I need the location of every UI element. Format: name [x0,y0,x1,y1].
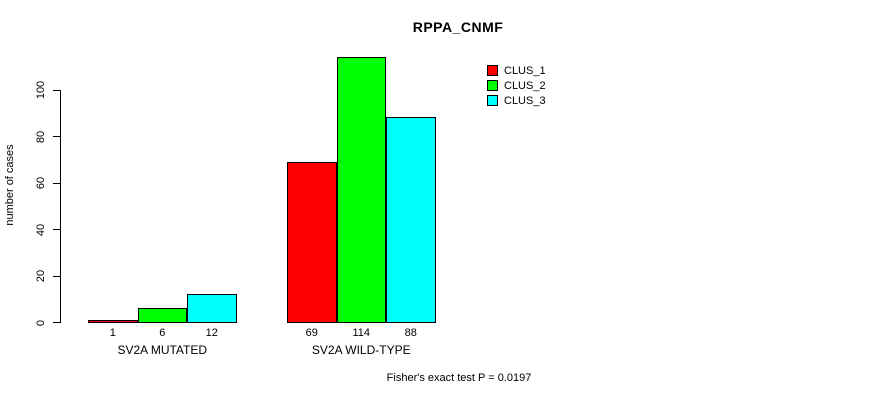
y-axis-tick [53,275,60,277]
legend-label: CLUS_1 [504,64,546,77]
category-label: SV2A MUTATED [117,343,208,357]
y-axis-tick-label: 20 [35,269,47,283]
y-axis-line [60,89,61,323]
y-axis-tick [53,322,60,323]
y-axis-tick [53,89,60,91]
bar-clus_1 [287,162,337,323]
statistical-test-footnote: Fisher's exact test P = 0.0197 [386,372,532,384]
legend-swatch-clus_3 [487,95,498,106]
legend-item: CLUS_2 [487,78,546,93]
bar-clus_3 [187,294,237,323]
category-label: SV2A WILD-TYPE [311,343,411,357]
bar-clus_1 [88,320,138,323]
y-axis-tick [53,182,60,184]
legend-label: CLUS_2 [504,79,546,92]
bar-value-label: 114 [352,327,371,339]
legend: CLUS_1 CLUS_2 CLUS_3 [487,63,546,108]
y-axis-tick-label: 100 [35,80,47,100]
legend-swatch-clus_2 [487,80,498,91]
bar-value-label: 88 [404,327,417,339]
bar-value-label: 69 [305,327,318,339]
bar-value-label: 12 [205,327,218,339]
bar-value-label: 6 [159,327,166,339]
legend-label: CLUS_3 [504,94,546,107]
y-axis-tick-label: 40 [35,223,47,236]
y-axis-tick [53,229,60,230]
y-axis-tick-label: 0 [35,319,47,326]
legend-item: CLUS_3 [487,93,546,108]
bar-clus_2 [137,308,187,323]
bar-clus_2 [336,57,386,323]
legend-item: CLUS_1 [487,63,546,78]
y-axis-tick [53,136,60,137]
y-axis-label: number of cases [4,144,16,226]
y-axis-tick-label: 60 [35,176,47,190]
bar-clus_3 [386,117,436,323]
legend-swatch-clus_1 [487,65,498,76]
y-axis-tick-label: 80 [35,130,47,143]
bar-value-label: 1 [109,327,116,339]
chart-title: RPPA_CNMF [412,19,504,35]
